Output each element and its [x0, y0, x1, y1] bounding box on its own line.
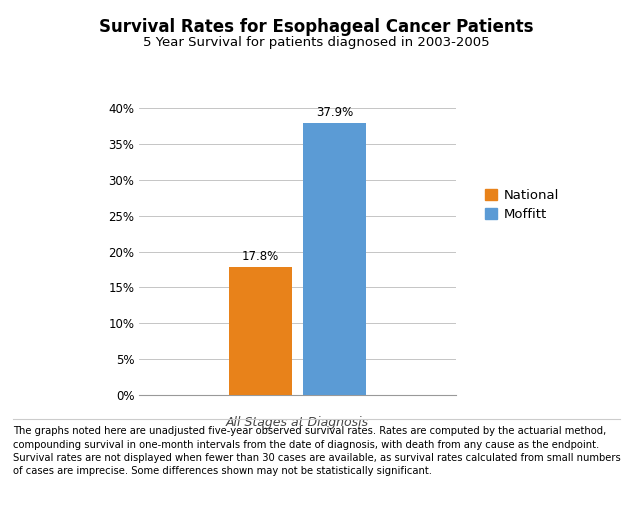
- Text: 37.9%: 37.9%: [316, 106, 353, 119]
- Text: 5 Year Survival for patients diagnosed in 2003-2005: 5 Year Survival for patients diagnosed i…: [143, 36, 490, 49]
- Text: All Stages at Diagnosis: All Stages at Diagnosis: [226, 417, 369, 430]
- Text: Survival Rates for Esophageal Cancer Patients: Survival Rates for Esophageal Cancer Pat…: [99, 18, 534, 36]
- Bar: [229, 267, 292, 395]
- Bar: [303, 123, 366, 395]
- Text: The graphs noted here are unadjusted five-year observed survival rates. Rates ar: The graphs noted here are unadjusted fiv…: [13, 426, 620, 476]
- Text: 17.8%: 17.8%: [242, 250, 279, 263]
- Legend: National, Moffitt: National, Moffitt: [481, 185, 563, 225]
